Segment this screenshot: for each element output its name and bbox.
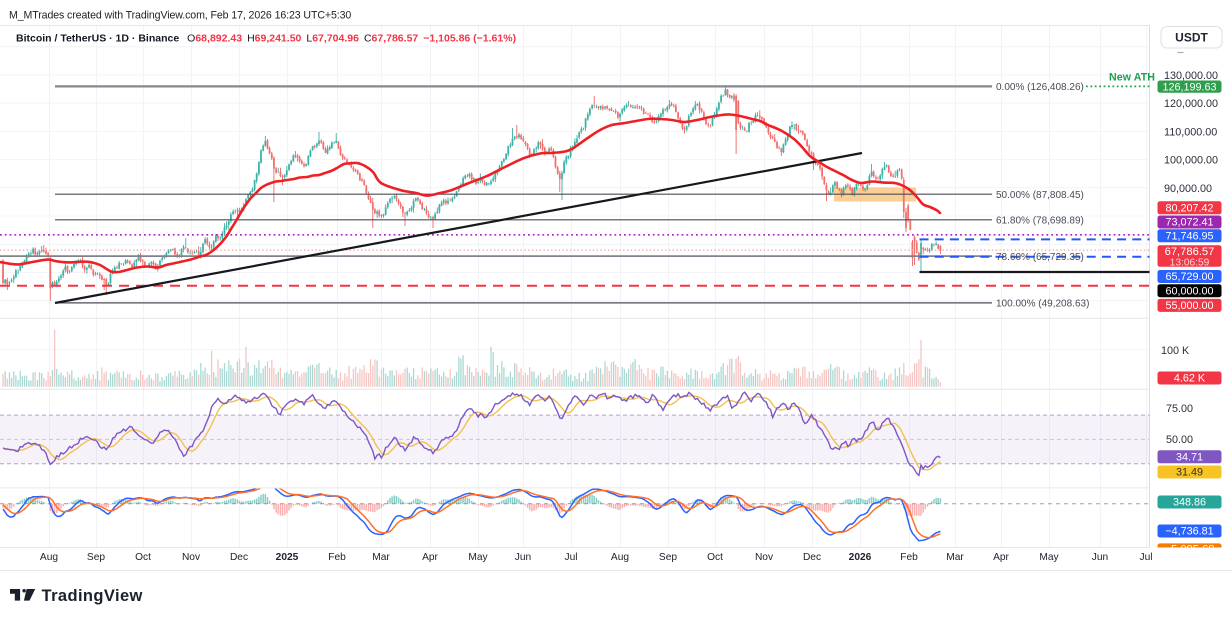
svg-text:Jul: Jul [564,552,577,563]
svg-text:Jul: Jul [1139,552,1152,563]
svg-text:−4,736.81: −4,736.81 [1165,526,1213,538]
svg-text:Bitcoin / TetherUS · 1D · Bina: Bitcoin / TetherUS · 1D · Binance O68,892… [16,33,516,45]
svg-text:M_MTrades created with Trading: M_MTrades created with TradingView.com, … [9,10,351,22]
svg-text:Aug: Aug [40,552,58,563]
svg-text:Apr: Apr [422,552,438,563]
svg-text:2025: 2025 [276,552,299,563]
svg-text:348.86: 348.86 [1173,497,1206,509]
svg-text:80,207.42: 80,207.42 [1165,203,1213,215]
svg-text:130,000.00: 130,000.00 [1164,70,1218,82]
svg-text:Apr: Apr [993,552,1009,563]
svg-text:May: May [468,552,488,563]
svg-text:Oct: Oct [707,552,723,563]
svg-text:75.00: 75.00 [1166,403,1193,415]
svg-text:Nov: Nov [755,552,774,563]
svg-text:73,072.41: 73,072.41 [1165,217,1213,229]
svg-text:13:06:59: 13:06:59 [1170,257,1210,268]
svg-text:34.71: 34.71 [1176,452,1203,464]
svg-text:Oct: Oct [135,552,151,563]
svg-text:Dec: Dec [230,552,248,563]
svg-text:2026: 2026 [849,552,872,563]
svg-text:71,746.95: 71,746.95 [1165,231,1213,243]
svg-text:110,000.00: 110,000.00 [1164,126,1217,138]
svg-text:100.00% (49,208.63): 100.00% (49,208.63) [996,299,1089,310]
svg-text:100,000.00: 100,000.00 [1164,155,1218,167]
svg-text:TradingView: TradingView [42,587,143,605]
svg-text:65,729.00: 65,729.00 [1165,271,1213,283]
svg-text:126,199.63: 126,199.63 [1162,81,1216,93]
svg-text:USDT: USDT [1175,31,1208,45]
svg-text:0.00% (126,408.26): 0.00% (126,408.26) [996,82,1084,93]
svg-text:Sep: Sep [659,552,677,563]
svg-text:Sep: Sep [87,552,105,563]
svg-text:Dec: Dec [803,552,821,563]
svg-text:Jun: Jun [1092,552,1108,563]
svg-text:100 K: 100 K [1161,345,1190,357]
svg-text:31.49: 31.49 [1176,467,1203,479]
svg-text:Feb: Feb [328,552,346,563]
svg-text:90,000.00: 90,000.00 [1164,183,1212,195]
svg-text:50.00% (87,808.45): 50.00% (87,808.45) [996,190,1084,201]
svg-text:Mar: Mar [372,552,390,563]
svg-text:50.00: 50.00 [1166,434,1193,446]
svg-text:120,000.00: 120,000.00 [1164,98,1218,110]
svg-text:May: May [1039,552,1059,563]
svg-text:55,000.00: 55,000.00 [1165,300,1213,312]
svg-text:60,000.00: 60,000.00 [1165,285,1213,297]
svg-text:New ATH: New ATH [1109,72,1155,84]
svg-text:61.80% (78,698.89): 61.80% (78,698.89) [996,216,1084,227]
svg-text:Feb: Feb [900,552,918,563]
svg-text:78.60% (65,729.35): 78.60% (65,729.35) [996,252,1084,263]
svg-text:Jun: Jun [515,552,531,563]
svg-text:Aug: Aug [611,552,629,563]
svg-text:Nov: Nov [182,552,201,563]
svg-text:Mar: Mar [946,552,964,563]
svg-text:4.62 K: 4.62 K [1174,373,1206,385]
svg-text:−5,085.68: −5,085.68 [1164,543,1214,555]
svg-text:67,786.57: 67,786.57 [1165,246,1215,258]
